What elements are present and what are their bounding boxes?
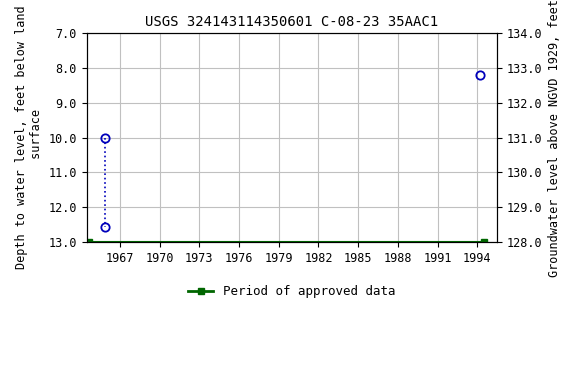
Y-axis label: Depth to water level, feet below land
 surface: Depth to water level, feet below land su…: [15, 6, 43, 270]
Title: USGS 324143114350601 C-08-23 35AAC1: USGS 324143114350601 C-08-23 35AAC1: [145, 15, 438, 29]
Legend: Period of approved data: Period of approved data: [183, 280, 401, 303]
Y-axis label: Groundwater level above NGVD 1929, feet: Groundwater level above NGVD 1929, feet: [548, 0, 561, 276]
